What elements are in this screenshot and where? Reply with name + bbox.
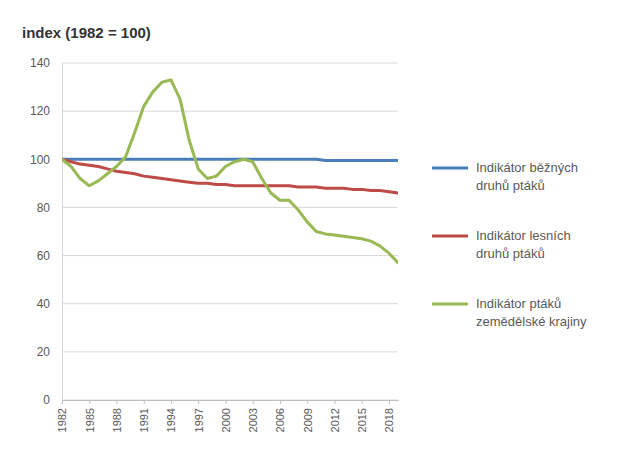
series-line (62, 80, 398, 263)
y-tick-label: 0 (43, 393, 50, 407)
y-tick: 120 (30, 104, 62, 118)
y-tick-label: 80 (37, 201, 51, 215)
x-tick-label: 2018 (383, 408, 395, 432)
x-tick-label: 2006 (274, 408, 286, 432)
x-tick: 1997 (193, 400, 205, 432)
x-tick-mark (198, 400, 199, 404)
x-axis: 1982 1985 1988 1991 1994 1997 2000 2003 2006 2009… (56, 400, 398, 432)
x-tick: 2018 (383, 400, 395, 432)
x-tick: 2012 (329, 400, 341, 432)
x-axis-line (63, 400, 399, 401)
y-tick: 80 (37, 201, 62, 215)
x-tick: 1988 (111, 400, 123, 432)
title: index (1982 = 100) (22, 24, 151, 41)
y-tick-label: 120 (30, 104, 50, 118)
lines (62, 80, 398, 263)
grid-line (62, 159, 398, 160)
x-tick: 2003 (247, 400, 259, 432)
grid-line (62, 255, 398, 256)
x-tick-label: 1991 (138, 408, 150, 432)
x-tick-mark (171, 400, 172, 404)
y-tick: 0 (43, 393, 62, 407)
legend-label: Indikátor běžnýchdruhů ptáků (476, 160, 578, 193)
x-tick-mark (362, 400, 363, 404)
x-tick-mark (389, 400, 390, 404)
x-tick-label: 1982 (56, 408, 68, 432)
legend-swatch (432, 167, 468, 170)
y-tick-label: 100 (30, 153, 50, 167)
y-axis: 0 20 40 60 80 100 120 140 (30, 56, 63, 407)
grid-line (62, 303, 398, 304)
x-tick-mark (307, 400, 308, 404)
chart: index (1982 = 100) 0 20 40 60 80 100 120 140 1982… (0, 0, 630, 460)
x-tick: 1985 (84, 400, 96, 432)
legend-label: Indikátor lesníchdruhů ptáků (476, 228, 571, 261)
x-tick-mark (144, 400, 145, 404)
y-tick: 60 (37, 249, 62, 263)
y-tick: 20 (37, 345, 62, 359)
x-tick-label: 2009 (302, 408, 314, 432)
x-tick-label: 2015 (356, 408, 368, 432)
x-tick: 2006 (274, 400, 286, 432)
x-tick-label: 1994 (165, 408, 177, 432)
x-tick-label: 2012 (329, 408, 341, 432)
series-line (62, 159, 398, 160)
x-tick-mark (116, 400, 117, 404)
y-tick: 100 (30, 153, 62, 167)
x-tick-label: 2000 (220, 408, 232, 432)
x-tick-label: 1988 (111, 408, 123, 432)
grid-line (62, 400, 398, 401)
y-tick-label: 60 (37, 249, 51, 263)
grid-line (62, 111, 398, 112)
y-tick-label: 40 (37, 297, 51, 311)
x-tick-mark (280, 400, 281, 404)
x-tick: 1982 (56, 400, 68, 432)
x-tick: 2009 (302, 400, 314, 432)
x-tick-mark (334, 400, 335, 404)
legend-label: Indikátor ptákůzemědělské krajiny (476, 296, 587, 329)
x-tick-mark (62, 400, 63, 404)
legend-swatch (432, 235, 468, 238)
y-tick-label: 140 (30, 56, 50, 70)
grid-line (62, 351, 398, 352)
x-tick-label: 1997 (193, 408, 205, 432)
y-tick: 40 (37, 297, 62, 311)
x-tick-label: 1985 (84, 408, 96, 432)
x-tick-mark (225, 400, 226, 404)
y-tick: 140 (30, 56, 62, 70)
legend-swatch (432, 303, 468, 306)
legend: Indikátor běžnýchdruhů ptáků Indikátor le… (432, 160, 587, 329)
grid-line (62, 207, 398, 208)
y-axis-line (62, 64, 63, 401)
x-tick: 2000 (220, 400, 232, 432)
x-tick-label: 2003 (247, 408, 259, 432)
x-tick: 1991 (138, 400, 150, 432)
x-tick: 2015 (356, 400, 368, 432)
grid (62, 63, 398, 400)
x-tick: 1994 (165, 400, 177, 432)
x-tick-mark (253, 400, 254, 404)
y-tick-label: 20 (37, 345, 51, 359)
x-tick-mark (89, 400, 90, 404)
grid-line (62, 63, 398, 64)
